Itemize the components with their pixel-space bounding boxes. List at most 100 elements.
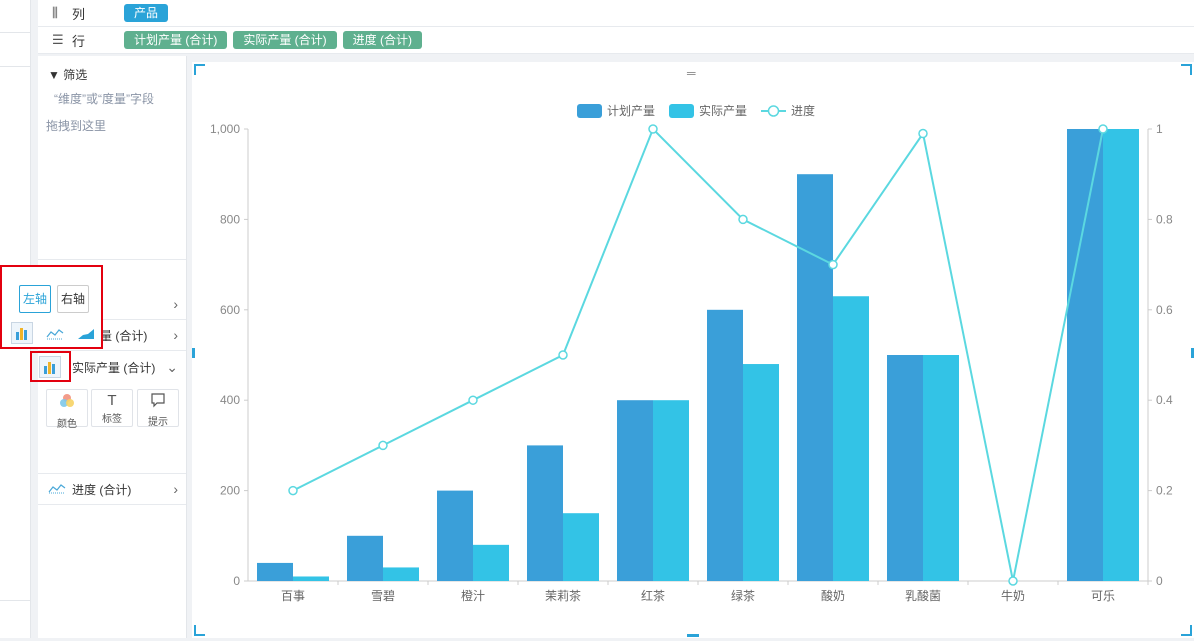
bar-actual xyxy=(473,544,509,581)
chart-card[interactable]: ═ 0 200 400 600 800 1,000 0 0.2 0.4 0.6 0.8 1 百事 雪碧 橙汁… xyxy=(192,62,1194,638)
resize-corner-tl[interactable] xyxy=(194,64,205,75)
config-panel: ▼ 筛选 “维度”或“度量”字段 拖拽到这里 › 量 (合计) › 实际产量 (… xyxy=(38,56,187,638)
axis-popup: 左轴 右轴 xyxy=(0,265,103,349)
x-tick-label: 茉莉茶 xyxy=(545,588,581,603)
right-axis-button[interactable]: 右轴 xyxy=(57,285,89,313)
x-tick-label: 酸奶 xyxy=(821,588,845,603)
line-chart-icon xyxy=(48,482,66,497)
resize-corner-br[interactable] xyxy=(1181,625,1192,636)
x-tick-label: 乳酸菌 xyxy=(905,588,941,603)
resize-corner-tr[interactable] xyxy=(1181,64,1192,75)
chevron-down-icon: ⌄ xyxy=(166,358,178,375)
progress-point xyxy=(558,350,568,360)
filter-section[interactable]: ▼ 筛选 xyxy=(48,66,87,83)
color-button[interactable]: 颜色 xyxy=(46,389,88,430)
color-label: 颜色 xyxy=(57,419,77,430)
y-right-tick-label: 0.4 xyxy=(1156,393,1173,407)
resize-handle-bottom[interactable] xyxy=(687,634,699,637)
bar-actual xyxy=(293,576,329,581)
y-right-tick-label: 1 xyxy=(1156,122,1163,136)
marks-progress-row[interactable]: 进度 (合计) › xyxy=(38,474,186,504)
progress-point xyxy=(738,214,748,225)
chevron-right-icon: › xyxy=(173,296,178,312)
bar-plan xyxy=(1067,129,1103,581)
marks-actual-label: 实际产量 (合计) xyxy=(72,360,156,375)
pill-progress[interactable]: 进度 (合计) xyxy=(342,31,422,49)
pill-plan[interactable]: 计划产量 (合计) xyxy=(124,31,228,49)
filter-drop-hint: 拖拽到这里 xyxy=(46,119,107,133)
bar-type-icon[interactable] xyxy=(11,322,33,344)
bar-actual xyxy=(743,364,779,581)
drag-handle-icon[interactable]: ═ xyxy=(687,66,696,80)
x-tick-label: 绿茶 xyxy=(731,588,755,603)
progress-line xyxy=(292,127,1104,582)
bar-plan xyxy=(707,309,743,581)
bar-plan xyxy=(257,562,293,581)
filter-title: 筛选 xyxy=(63,68,88,82)
marks-all-row[interactable]: › xyxy=(38,289,186,319)
rows-shelf[interactable]: ☰ 行 计划产量 (合计) 实际产量 (合计) 进度 (合计) xyxy=(38,27,1194,54)
filter-icon: ▼ xyxy=(48,68,60,82)
x-tick-label: 百事 xyxy=(281,589,305,603)
bar-actual xyxy=(833,296,869,581)
label-icon: T xyxy=(107,392,117,409)
bar-plan xyxy=(437,490,473,581)
color-icon xyxy=(47,392,87,415)
filter-hint: “维度”或“度量”字段 xyxy=(54,92,154,106)
x-tick-label: 牛奶 xyxy=(1001,588,1025,603)
rows-icon: ☰ xyxy=(52,32,64,47)
y-right-tick-label: 0.2 xyxy=(1156,484,1173,498)
left-axis-button[interactable]: 左轴 xyxy=(19,285,51,313)
columns-label: 列 xyxy=(72,6,86,22)
y-left-tick-label: 600 xyxy=(220,303,240,317)
resize-handle-right[interactable] xyxy=(1191,348,1194,358)
pill-actual[interactable]: 实际产量 (合计) xyxy=(233,31,337,49)
label-label: 标签 xyxy=(102,414,122,425)
resize-corner-bl[interactable] xyxy=(194,625,205,636)
legend-marker xyxy=(767,105,780,117)
progress-point xyxy=(1098,124,1108,134)
columns-shelf[interactable]: ⫼ 列 产品 xyxy=(38,0,1194,27)
x-tick-label: 可乐 xyxy=(1091,589,1115,603)
chart-type-highlight[interactable] xyxy=(30,351,71,382)
y-left-tick-label: 1,000 xyxy=(210,122,240,136)
marks-plan-label: 量 (合计) xyxy=(100,328,148,343)
bar-actual xyxy=(923,355,959,581)
bar-plan xyxy=(617,400,653,581)
x-tick-label: 橙汁 xyxy=(461,588,485,603)
bar-plan xyxy=(797,174,833,581)
pill-product[interactable]: 产品 xyxy=(124,4,169,22)
tooltip-button[interactable]: 提示 xyxy=(137,389,179,428)
y-left-tick-label: 800 xyxy=(220,212,240,226)
legend-swatch xyxy=(669,104,694,118)
legend-label: 计划产量 xyxy=(607,104,655,118)
tooltip-icon xyxy=(138,392,178,413)
legend-label: 实际产量 xyxy=(699,103,747,118)
label-button[interactable]: T 标签 xyxy=(91,389,133,427)
chart-svg: 0 200 400 600 800 1,000 0 0.2 0.4 0.6 0.8 1 百事 雪碧 橙汁 茉莉… xyxy=(210,103,1173,603)
bar-actual xyxy=(563,513,599,581)
rows-label: 行 xyxy=(72,33,86,49)
x-tick-label: 红茶 xyxy=(641,588,665,603)
area-type-icon[interactable] xyxy=(77,326,95,343)
resize-handle-left[interactable] xyxy=(192,348,195,358)
marks-actual-row[interactable]: 实际产量 (合计) ⌄ xyxy=(38,352,186,382)
y-left-tick-label: 0 xyxy=(233,574,240,588)
progress-point xyxy=(828,259,838,270)
x-tick-label: 雪碧 xyxy=(371,589,395,603)
line-type-icon[interactable] xyxy=(46,326,64,343)
marks-progress-label: 进度 (合计) xyxy=(72,482,132,497)
bar-plan xyxy=(347,535,383,581)
progress-point xyxy=(918,128,928,139)
progress-point xyxy=(1008,576,1018,586)
progress-point xyxy=(468,395,478,405)
y-right-tick-label: 0 xyxy=(1156,574,1163,588)
progress-point xyxy=(288,485,298,496)
chevron-right-icon: › xyxy=(173,481,178,497)
bar-actual xyxy=(653,400,689,581)
marks-plan-row[interactable]: 量 (合计) › xyxy=(38,320,186,350)
bar-actual xyxy=(1103,129,1139,581)
bar-chart-icon xyxy=(39,356,61,381)
progress-point xyxy=(648,124,658,134)
legend-label: 进度 xyxy=(791,103,815,118)
